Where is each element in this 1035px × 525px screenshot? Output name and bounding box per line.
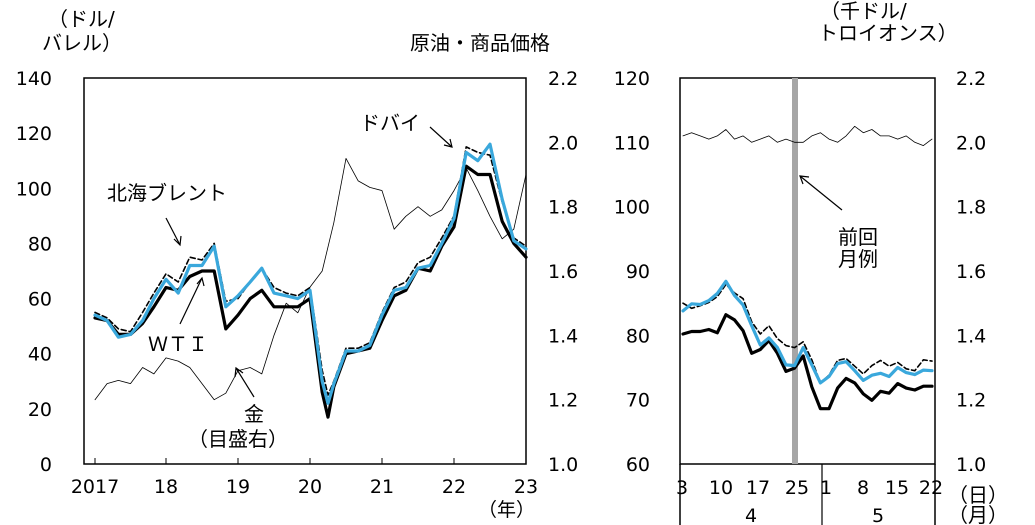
left-y-tick-label: 60	[28, 289, 52, 311]
right-x-day-tick-label: 10	[709, 477, 733, 499]
arrow-dubai	[429, 126, 453, 148]
right-panel-right-y-tick-label: 2.0	[956, 132, 986, 154]
arrow-previous	[799, 175, 843, 211]
right-series-gold-line	[682, 125, 933, 147]
left-x-unit: （年）	[478, 499, 535, 521]
right-panel-right-y-tick-label: 1.0	[956, 454, 986, 476]
right-x-month-label: 4	[745, 505, 757, 525]
arrow-gold	[235, 367, 255, 398]
right-x-day-tick-label: 1	[820, 477, 832, 499]
right-panel-right-y-tick-label: 1.6	[956, 261, 986, 283]
right-x-day-tick-label: 25	[785, 477, 809, 499]
right-x-unit-day: （日）	[948, 483, 1008, 507]
annotation-previous-line1: 前回	[838, 225, 878, 249]
arrow-brent	[165, 217, 181, 246]
left-x-tick-label: 19	[226, 476, 250, 498]
annotation-gold-line2: （目盛右）	[188, 427, 288, 451]
right-x-day-tick-label: 15	[885, 477, 909, 499]
left-y-unit-line2: バレル）	[42, 31, 122, 55]
right-y-tick-label: 1.8	[548, 197, 578, 219]
left-series-gold-line	[94, 157, 527, 401]
right-y-tick-label: 2.2	[548, 68, 578, 90]
arrow-wti-head	[196, 276, 205, 287]
arrow-previous-head	[799, 175, 810, 185]
right-y-unit-line2: トロイオンス）	[818, 21, 958, 45]
right-panel-right-y-tick-label: 2.2	[956, 68, 986, 90]
left-y-tick-label: 20	[28, 399, 52, 421]
left-y-tick-label: 100	[16, 178, 52, 200]
right-y-tick-label: 1.0	[548, 454, 578, 476]
right-y-tick-label: 1.2	[548, 390, 578, 412]
left-y-tick-label: 80	[28, 233, 52, 255]
arrow-wti	[179, 277, 203, 325]
right-series-wti-line	[681, 313, 934, 411]
annotation-brent: 北海ブレント	[107, 181, 227, 205]
left-y-tick-label: 0	[40, 454, 52, 476]
right-x-day-tick-label: 22	[919, 477, 943, 499]
right-y-unit-line1: （千ドル/	[820, 0, 907, 23]
right-series-brent-line	[682, 283, 933, 384]
chart-title: 原油・商品価格	[410, 31, 550, 55]
right-series-dubai-line	[681, 279, 934, 385]
right-x-month-label: 5	[872, 505, 884, 525]
left-x-tick-label: 22	[442, 476, 466, 498]
right-x-day-tick-label: 17	[746, 477, 770, 499]
right-panel-left-y-tick-label: 110	[614, 132, 650, 154]
annotation-previous-line2: 月例	[838, 247, 878, 271]
right-x-day-tick-label: 8	[857, 477, 869, 499]
right-panel-right-y-tick-label: 1.8	[956, 197, 986, 219]
right-panel-right-y-tick-label: 1.2	[956, 390, 986, 412]
left-plot-frame	[83, 77, 527, 465]
left-x-tick-label: 2017	[71, 476, 119, 498]
annotation-gold-line1: 金	[244, 402, 264, 426]
arrow-brent-head	[173, 235, 182, 247]
left-y-tick-label: 40	[28, 344, 52, 366]
left-y-unit-line1: （ドル/	[48, 7, 115, 31]
right-x-unit-month: （月）	[948, 503, 1008, 525]
right-y-tick-label: 1.6	[548, 261, 578, 283]
annotation-dubai: ドバイ	[360, 111, 420, 135]
right-panel-left-y-tick-label: 100	[614, 197, 650, 219]
left-x-tick-label: 18	[154, 476, 178, 498]
left-x-tick-label: 20	[298, 476, 322, 498]
annotation-wti: ＷＴＩ	[148, 332, 208, 356]
right-y-tick-label: 2.0	[548, 132, 578, 154]
left-series-dubai-line	[93, 142, 528, 405]
right-panel-left-y-tick-label: 90	[626, 261, 650, 283]
right-y-tick-label: 1.4	[548, 325, 578, 347]
right-panel-left-y-tick-label: 60	[626, 454, 650, 476]
right-panel-right-y-tick-label: 1.4	[956, 325, 986, 347]
arrow-dubai-head	[443, 138, 453, 148]
left-y-tick-label: 120	[16, 123, 52, 145]
left-x-tick-label: 21	[370, 476, 394, 498]
right-plot-frame	[679, 77, 936, 465]
right-panel-left-y-tick-label: 80	[626, 325, 650, 347]
arrow-gold-head	[234, 366, 244, 378]
left-y-tick-label: 140	[16, 68, 52, 90]
right-panel-left-y-tick-label: 120	[614, 68, 650, 90]
previous-report-marker	[792, 78, 798, 464]
right-x-day-tick-label: 3	[676, 477, 688, 499]
right-panel-left-y-tick-label: 70	[626, 390, 650, 412]
left-x-tick-label: 23	[514, 476, 538, 498]
